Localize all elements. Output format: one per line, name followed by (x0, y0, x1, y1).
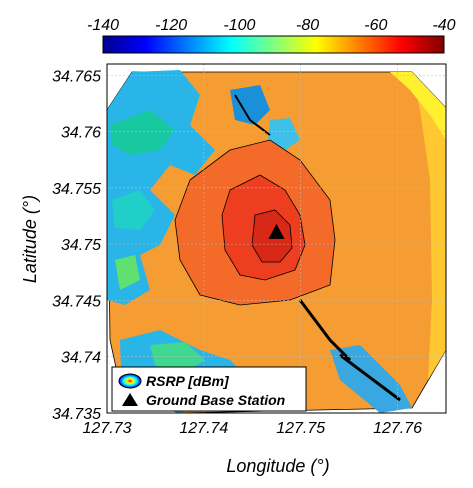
coverage-edge-northeast (390, 72, 446, 140)
colorbar-tick-label: -120 (155, 17, 187, 34)
y-axis-ticks: 34.735 34.74 34.745 34.75 34.755 34.76 34.765 (52, 68, 101, 423)
y-tick-label: 34.74 (61, 350, 101, 367)
plot-area (106, 63, 447, 414)
x-tick-label: 127.73 (83, 420, 132, 437)
ridge-line-3 (234, 94, 271, 136)
y-axis-title: Latitude (°) (20, 195, 40, 283)
y-tick-label: 34.75 (61, 237, 101, 254)
x-tick-label: 127.76 (373, 420, 422, 437)
y-tick-label: 34.745 (52, 293, 101, 310)
y-tick-label: 34.755 (52, 181, 101, 198)
shadow-region-north (230, 85, 270, 125)
ground-base-station-marker (268, 223, 285, 239)
rsrp-map (107, 70, 446, 413)
legend-rsrp-label: RSRP [dBm] (146, 373, 230, 389)
colorbar-tick-label: -80 (296, 17, 319, 34)
x-axis-title: Longitude (°) (226, 456, 329, 476)
ridge-line-2 (339, 353, 401, 402)
colorbar-ticks: -140 -120 -100 -80 -60 -40 (87, 17, 456, 34)
colorbar-tick-label: -140 (87, 17, 119, 34)
x-axis-ticks: 127.73 127.74 127.75 127.76 (83, 420, 423, 437)
legend-base-station-label: Ground Base Station (146, 392, 285, 408)
colorbar: -140 -120 -100 -80 -60 -40 (87, 17, 456, 54)
legend: RSRP [dBm] Ground Base Station (111, 366, 307, 412)
legend-box (111, 366, 307, 412)
legend-base-station-icon (122, 393, 138, 406)
shadow-patch-north (268, 118, 300, 150)
shadow-patch-west-1 (110, 110, 175, 155)
y-tick-label: 34.76 (61, 125, 101, 142)
colorbar-gradient (102, 35, 445, 54)
legend-rsrp-icon (118, 373, 142, 389)
coverage-edge-east (412, 72, 446, 380)
colorbar-tick-label: -60 (364, 17, 387, 34)
y-tick-label: 34.735 (52, 406, 101, 423)
x-tick-label: 127.74 (179, 420, 228, 437)
shadow-patch-west-3 (115, 255, 140, 290)
colorbar-tick-label: -100 (223, 17, 255, 34)
colorbar-tick-label: -40 (432, 17, 455, 34)
ridge-line-1 (298, 299, 352, 362)
shadow-patch-west-2 (112, 190, 155, 230)
plot-frame (106, 63, 447, 414)
x-tick-label: 127.75 (276, 420, 325, 437)
y-tick-label: 34.765 (52, 68, 101, 85)
